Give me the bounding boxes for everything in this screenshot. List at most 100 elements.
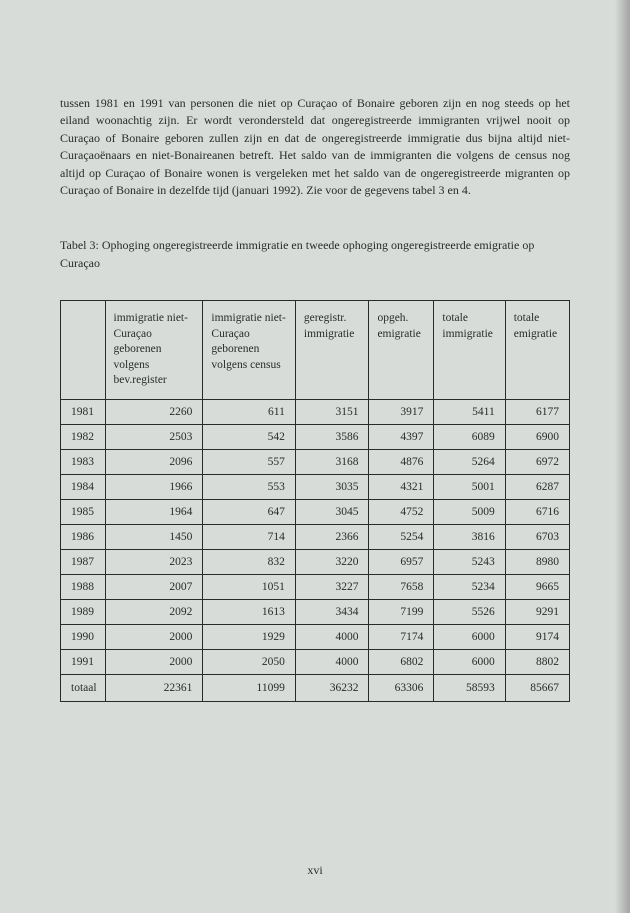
cell-c1: 2092: [105, 599, 203, 624]
cell-c5: 5264: [434, 449, 505, 474]
table-row: 198225035423586439760896900: [61, 424, 570, 449]
header-year: [61, 301, 106, 400]
header-col6: totale emigratie: [505, 301, 569, 400]
cell-c5: 6000: [434, 649, 505, 674]
cell-year: 1983: [61, 449, 106, 474]
cell-c2: 2050: [203, 649, 295, 674]
page-number: xvi: [0, 863, 630, 878]
cell-year: 1981: [61, 399, 106, 424]
table-row: 198614507142366525438166703: [61, 524, 570, 549]
cell-c5: 5526: [434, 599, 505, 624]
cell-c4: 4752: [369, 499, 434, 524]
cell-c2: 647: [203, 499, 295, 524]
cell-c5: 6089: [434, 424, 505, 449]
cell-c1: 1450: [105, 524, 203, 549]
cell-c3: 4000: [295, 649, 369, 674]
cell-year: 1984: [61, 474, 106, 499]
cell-c2: 832: [203, 549, 295, 574]
cell-year: 1982: [61, 424, 106, 449]
cell-c3: 3151: [295, 399, 369, 424]
cell-c4: 4321: [369, 474, 434, 499]
cell-c4: 63306: [369, 674, 434, 701]
cell-c2: 11099: [203, 674, 295, 701]
cell-year: 1989: [61, 599, 106, 624]
table-caption: Tabel 3: Ophoging ongeregistreerde immig…: [60, 237, 570, 272]
cell-c6: 6716: [505, 499, 569, 524]
body-paragraph: tussen 1981 en 1991 van personen die nie…: [60, 95, 570, 199]
cell-c1: 2096: [105, 449, 203, 474]
cell-c3: 3434: [295, 599, 369, 624]
cell-c6: 9174: [505, 624, 569, 649]
cell-year: 1985: [61, 499, 106, 524]
cell-c5: 5009: [434, 499, 505, 524]
cell-c2: 557: [203, 449, 295, 474]
cell-c2: 714: [203, 524, 295, 549]
header-col4: opgeh. emigratie: [369, 301, 434, 400]
table-row: 1991200020504000680260008802: [61, 649, 570, 674]
cell-c4: 3917: [369, 399, 434, 424]
table-row: 1990200019294000717460009174: [61, 624, 570, 649]
cell-c1: 2260: [105, 399, 203, 424]
cell-c3: 4000: [295, 624, 369, 649]
cell-c2: 553: [203, 474, 295, 499]
cell-c2: 611: [203, 399, 295, 424]
cell-c6: 8980: [505, 549, 569, 574]
cell-c1: 2503: [105, 424, 203, 449]
cell-c3: 3220: [295, 549, 369, 574]
cell-c5: 5001: [434, 474, 505, 499]
cell-c6: 6972: [505, 449, 569, 474]
table-header-row: immigratie niet-Curaçao geborenen volgen…: [61, 301, 570, 400]
cell-c6: 9291: [505, 599, 569, 624]
cell-c1: 22361: [105, 674, 203, 701]
table-row: 198320965573168487652646972: [61, 449, 570, 474]
cell-c6: 6287: [505, 474, 569, 499]
cell-c2: 1613: [203, 599, 295, 624]
cell-c3: 36232: [295, 674, 369, 701]
header-col2: immigratie niet-Curaçao geborenen volgen…: [203, 301, 295, 400]
page-edge-shadow: [615, 0, 630, 913]
cell-c2: 1929: [203, 624, 295, 649]
cell-c3: 3035: [295, 474, 369, 499]
cell-c3: 2366: [295, 524, 369, 549]
table-row: 198122606113151391754116177: [61, 399, 570, 424]
data-table: immigratie niet-Curaçao geborenen volgen…: [60, 300, 570, 702]
cell-c5: 5411: [434, 399, 505, 424]
header-col1: immigratie niet-Curaçao geborenen volgen…: [105, 301, 203, 400]
cell-year: 1991: [61, 649, 106, 674]
cell-c3: 3227: [295, 574, 369, 599]
cell-c3: 3168: [295, 449, 369, 474]
cell-c6: 6703: [505, 524, 569, 549]
cell-c1: 2000: [105, 624, 203, 649]
cell-c6: 8802: [505, 649, 569, 674]
table-row: 198419665533035432150016287: [61, 474, 570, 499]
cell-c6: 85667: [505, 674, 569, 701]
cell-c4: 4876: [369, 449, 434, 474]
cell-c4: 4397: [369, 424, 434, 449]
cell-year: 1988: [61, 574, 106, 599]
cell-c5: 5234: [434, 574, 505, 599]
header-col5: totale immigratie: [434, 301, 505, 400]
cell-c2: 1051: [203, 574, 295, 599]
cell-c1: 1964: [105, 499, 203, 524]
header-col3: geregistr. immigratie: [295, 301, 369, 400]
cell-c4: 7174: [369, 624, 434, 649]
cell-c4: 6957: [369, 549, 434, 574]
cell-c4: 7199: [369, 599, 434, 624]
cell-c1: 1966: [105, 474, 203, 499]
cell-year: 1990: [61, 624, 106, 649]
cell-c5: 6000: [434, 624, 505, 649]
cell-c6: 6900: [505, 424, 569, 449]
table-row: 1988200710513227765852349665: [61, 574, 570, 599]
cell-c5: 58593: [434, 674, 505, 701]
cell-c5: 5243: [434, 549, 505, 574]
cell-c6: 6177: [505, 399, 569, 424]
table-row: 1989209216133434719955269291: [61, 599, 570, 624]
cell-c1: 2023: [105, 549, 203, 574]
cell-c3: 3586: [295, 424, 369, 449]
cell-c1: 2000: [105, 649, 203, 674]
cell-year: 1986: [61, 524, 106, 549]
table-row-total: totaal223611109936232633065859385667: [61, 674, 570, 701]
cell-c4: 7658: [369, 574, 434, 599]
cell-year: 1987: [61, 549, 106, 574]
cell-year: totaal: [61, 674, 106, 701]
